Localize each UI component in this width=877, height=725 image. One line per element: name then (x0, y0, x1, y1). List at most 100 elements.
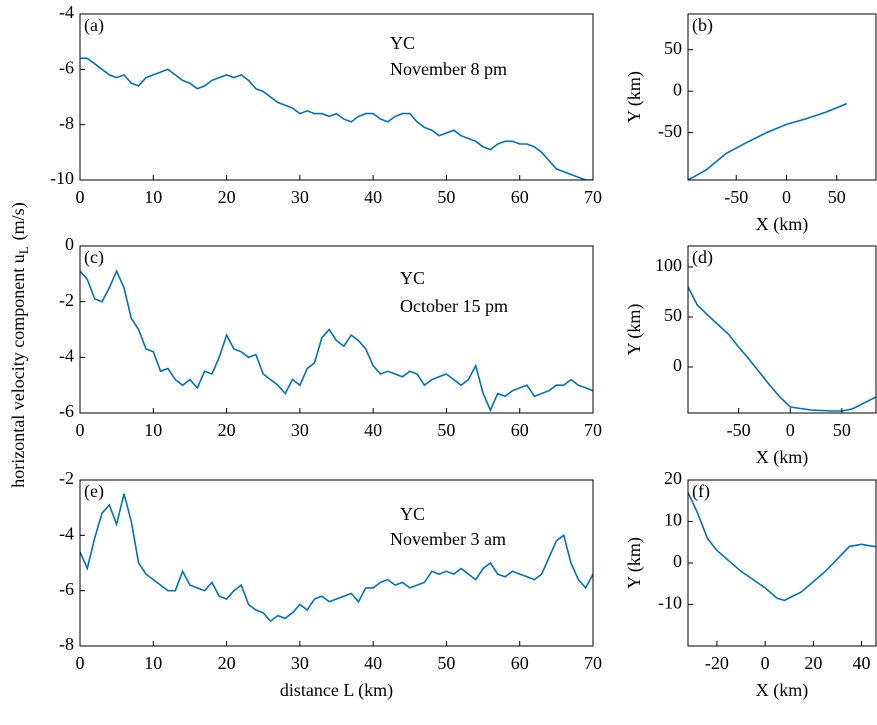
x-tick-label: 40 (364, 653, 382, 673)
plot-area (80, 57, 593, 180)
y-axis-label-text: horizontal velocity component u (8, 254, 28, 487)
x-tick-label: 60 (511, 653, 529, 673)
x-axis-label: distance L (km) (280, 680, 393, 701)
x-tick-label: 40 (853, 653, 871, 673)
x-tick-label: 0 (76, 187, 85, 207)
y-axis-label: Y (km) (624, 304, 645, 356)
x-tick-label: 70 (584, 187, 602, 207)
data-line (688, 102, 848, 180)
annotation: November 8 pm (390, 59, 507, 79)
y-tick-label: 0 (65, 234, 74, 254)
x-tick-label: 60 (511, 420, 529, 440)
y-axis-label-unit: (m/s) (8, 202, 29, 240)
annotation: YC (400, 268, 425, 288)
plot-area (688, 492, 876, 602)
x-tick-label: -50 (727, 420, 751, 440)
data-line (80, 493, 593, 623)
x-tick-label: 0 (761, 653, 770, 673)
y-tick-label: -6 (59, 57, 74, 77)
y-tick-label: 20 (664, 468, 682, 488)
axes-box (687, 479, 877, 647)
y-tick-label: -4 (59, 2, 74, 22)
x-tick-label: 30 (291, 187, 309, 207)
annotation: November 3 am (390, 529, 506, 549)
x-tick-label: -20 (705, 653, 729, 673)
x-tick-label: 50 (437, 187, 455, 207)
panel-label: (e) (84, 481, 104, 502)
panel-label: (b) (692, 15, 713, 36)
panel: -20 0 20 40 -10 0 10 20 (f) X (km) Y (km) (624, 468, 877, 701)
y-tick-label: -6 (59, 401, 74, 421)
panel: 0 10 20 30 40 50 60 70 -6 -4 -2 0 (c) YC October 15 pm… (8, 202, 602, 487)
y-tick-label: 50 (664, 305, 682, 325)
x-tick-label: 10 (144, 420, 162, 440)
y-tick-label: -10 (658, 593, 682, 613)
plot-area (688, 102, 848, 180)
x-tick-label: 50 (828, 187, 846, 207)
y-tick-label: 0 (673, 79, 682, 99)
plot-area (80, 493, 593, 623)
axes-box (79, 245, 594, 414)
y-axis-label: Y (km) (624, 537, 645, 589)
x-tick-label: 20 (218, 653, 236, 673)
x-axis-label: X (km) (756, 447, 809, 468)
panel: -50 0 50 0 50 100 (d) X (km) Y (km) (624, 245, 877, 468)
y-tick-label: -4 (59, 345, 74, 365)
annotation: YC (400, 504, 425, 524)
panel-label: (a) (84, 15, 104, 36)
panel: 0 10 20 30 40 50 60 70 -8 -6 -4 -2 (e) YC November 3 a… (59, 468, 602, 701)
y-tick-label: -10 (50, 168, 74, 188)
data-line (688, 492, 876, 602)
y-axis-label: Y (km) (624, 71, 645, 123)
annotation: October 15 pm (400, 296, 508, 316)
x-tick-label: 60 (511, 187, 529, 207)
y-axis-label-subscript: L (16, 246, 31, 254)
axes-box (687, 245, 877, 414)
y-tick-label: -8 (59, 634, 74, 654)
x-tick-label: 0 (786, 420, 795, 440)
y-tick-label: -8 (59, 113, 74, 133)
axes-box (687, 13, 877, 181)
x-tick-label: 0 (782, 187, 791, 207)
x-tick-label: -50 (724, 187, 748, 207)
x-axis-label: X (km) (756, 214, 809, 235)
x-tick-label: 10 (144, 187, 162, 207)
y-tick-label: 50 (664, 38, 682, 58)
x-tick-label: 50 (437, 420, 455, 440)
x-tick-label: 10 (144, 653, 162, 673)
y-axis-label-text: Y (km) (624, 537, 645, 589)
panel: -50 0 50 -50 0 50 (b) X (km) Y (km) (624, 13, 877, 235)
data-line (688, 286, 876, 412)
y-axis-label: horizontal velocity component uL (m/s) (8, 202, 31, 487)
x-tick-label: 0 (76, 420, 85, 440)
axes-box (79, 479, 594, 647)
x-tick-label: 40 (364, 187, 382, 207)
x-tick-label: 30 (291, 653, 309, 673)
data-line (80, 269, 593, 413)
y-axis-label-text: Y (km) (624, 71, 645, 123)
x-tick-label: 0 (76, 653, 85, 673)
x-tick-label: 70 (584, 653, 602, 673)
panel-label: (d) (692, 247, 713, 268)
y-tick-label: -2 (59, 468, 74, 488)
annotation: YC (390, 33, 415, 53)
x-tick-label: 20 (804, 653, 822, 673)
x-tick-label: 20 (218, 420, 236, 440)
x-tick-label: 20 (218, 187, 236, 207)
panel-label: (f) (692, 481, 710, 502)
plot-area (80, 269, 593, 413)
axes-box (79, 13, 594, 181)
y-tick-label: -2 (59, 290, 74, 310)
panel-label: (c) (84, 247, 104, 268)
panel: 0 10 20 30 40 50 60 70 -10 -8 -6 -4 (a) YC November 8 … (50, 2, 602, 207)
x-tick-label: 50 (437, 653, 455, 673)
x-tick-label: 30 (291, 420, 309, 440)
y-tick-label: 0 (673, 551, 682, 571)
y-tick-label: -50 (658, 121, 682, 141)
x-tick-label: 70 (584, 420, 602, 440)
x-axis-label: X (km) (756, 680, 809, 701)
y-tick-label: 10 (664, 510, 682, 530)
data-line (80, 57, 593, 180)
